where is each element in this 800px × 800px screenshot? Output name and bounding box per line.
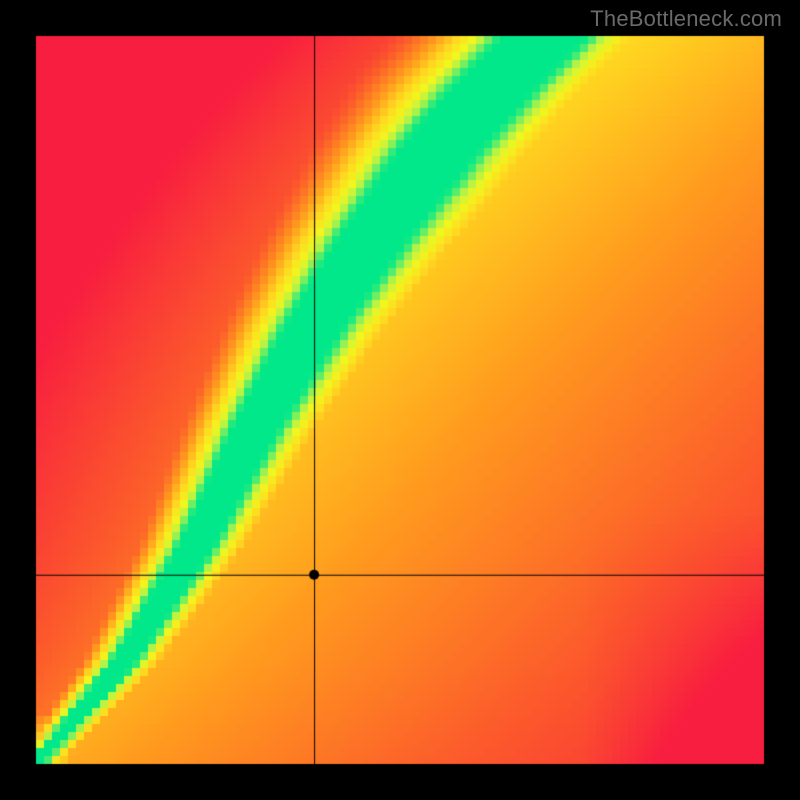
heatmap-plot	[0, 0, 800, 800]
watermark-text: TheBottleneck.com	[590, 6, 782, 32]
